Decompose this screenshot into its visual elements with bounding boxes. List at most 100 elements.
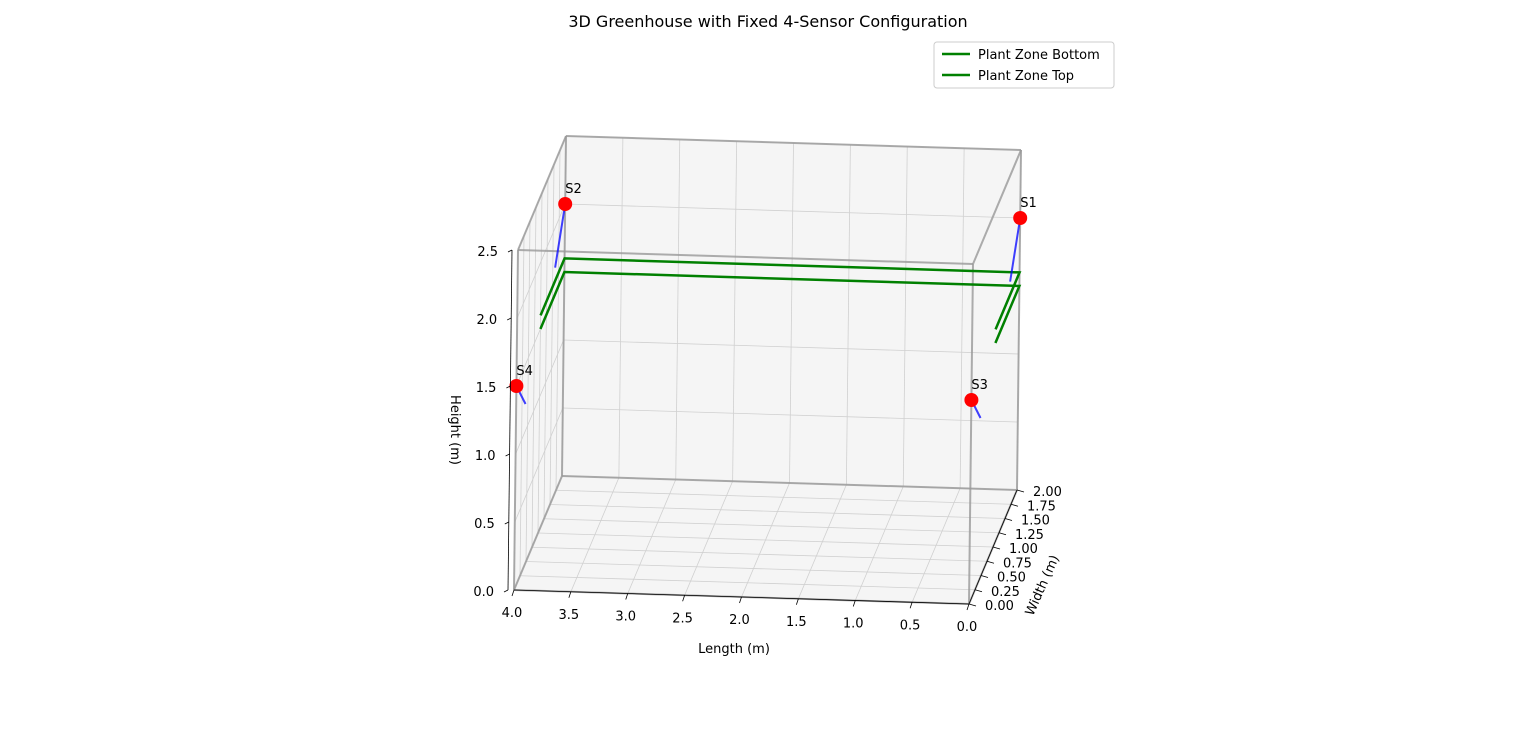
z-tick-label: 0.0 <box>473 585 494 600</box>
x-tick-label: 3.5 <box>559 608 580 623</box>
grid-line-y-floor <box>531 546 988 562</box>
z-axis-tick <box>505 453 510 457</box>
grid-line-y-floor <box>543 518 1000 534</box>
grid-line-y-floor <box>555 489 1012 505</box>
x-axis-tick <box>625 593 629 600</box>
frame-edge-vertical <box>968 263 974 605</box>
axis-ticks: 0.00.51.01.52.02.53.03.54.0 0.000.250.500… <box>473 245 1062 635</box>
grid-line-x-back <box>789 142 794 484</box>
x-axis-tick <box>739 596 742 604</box>
sensor-direction-S1 <box>1009 217 1022 282</box>
grid-line-y-side <box>519 235 525 576</box>
y-axis-tick <box>986 560 995 564</box>
y-tick-label: 0.50 <box>997 571 1026 586</box>
x-axis-tick <box>682 595 686 602</box>
grid-line-z-side <box>515 339 564 455</box>
legend-label-top: Plant Zone Top <box>978 69 1074 84</box>
y-tick-label: 0.75 <box>1003 556 1032 571</box>
frame-edge-vertical <box>513 249 519 591</box>
legend-label-bottom: Plant Zone Bottom <box>978 48 1100 63</box>
z-axis-tick <box>507 249 513 253</box>
x-axis-label: Length (m) <box>698 642 770 657</box>
sensor-marker-S3 <box>964 393 979 407</box>
y-axis-tick <box>992 546 1001 550</box>
z-tick-label: 1.0 <box>475 449 496 464</box>
frame-edge-top <box>517 135 567 251</box>
chart-title: 3D Greenhouse with Fixed 4-Sensor Config… <box>568 12 967 31</box>
y-axis-tick <box>980 575 989 578</box>
z-tick-label: 0.5 <box>474 517 495 532</box>
y-axis-tick <box>998 532 1007 536</box>
z-axis-tick <box>503 589 509 593</box>
grid-line-z-side <box>516 203 566 319</box>
legend-box <box>933 41 1115 89</box>
grid-line-x-back <box>675 139 681 480</box>
y-axis-tick <box>1016 489 1025 493</box>
y-tick-label: 2.00 <box>1033 485 1062 500</box>
plant-zone-top-line <box>539 257 1022 330</box>
y-axis-tick <box>1004 518 1013 521</box>
grid-line-y-side <box>543 178 549 519</box>
z-tick-label: 2.0 <box>477 313 498 328</box>
grid-line-x-back <box>618 137 624 478</box>
z-axis-tick <box>506 385 511 389</box>
sensor-marker-S1 <box>1013 211 1028 225</box>
x-axis-tick <box>852 600 856 607</box>
x-axis-tick <box>909 602 913 609</box>
x-axis-tick <box>795 598 799 605</box>
x-tick-label: 2.0 <box>729 613 750 628</box>
grid-line-z-back <box>565 203 1021 219</box>
sensor-markers: S1 S2 S3 S4 <box>509 182 1037 419</box>
x-axis-tick <box>966 603 970 611</box>
sensor-direction-S2 <box>554 203 567 268</box>
y-tick-label: 1.50 <box>1021 514 1050 529</box>
plant-zone-bottom-line <box>539 270 1022 344</box>
frame-edge-bottom <box>561 475 1018 491</box>
sensor-label-S4: S4 <box>516 364 533 379</box>
frame-edge-top <box>565 135 1022 151</box>
y-tick-label: 0.00 <box>985 599 1014 614</box>
y-tick-label: 1.25 <box>1015 528 1044 543</box>
y-tick-label: 1.75 <box>1027 499 1056 514</box>
y-axis-tick <box>968 603 977 607</box>
legend: Plant Zone Bottom Plant Zone Top <box>933 41 1115 89</box>
x-tick-label: 1.5 <box>786 615 807 630</box>
sensor-label-S2: S2 <box>565 182 582 197</box>
grid-line-z-side <box>514 407 564 523</box>
x-tick-label: 1.0 <box>843 617 864 632</box>
z-axis-line <box>507 249 513 591</box>
frame-edge-top <box>972 149 1022 265</box>
sensor-label-S1: S1 <box>1020 196 1037 211</box>
x-tick-label: 4.0 <box>502 606 523 621</box>
sensor-label-S3: S3 <box>971 378 988 393</box>
y-tick-label: 0.25 <box>991 585 1020 600</box>
grid-line-x-back <box>902 146 908 487</box>
grid-line-z-back <box>562 407 1018 423</box>
grid-line-y-floor <box>525 561 982 576</box>
z-axis-tick <box>507 317 512 321</box>
y-tick-label: 1.00 <box>1009 542 1038 557</box>
z-tick-label: 2.5 <box>477 245 498 260</box>
plant-zone-lines <box>539 257 1022 344</box>
grid-line-y-floor <box>537 532 994 548</box>
z-axis-tick <box>504 521 509 525</box>
z-tick-label: 1.5 <box>476 381 497 396</box>
grid-line-x-back <box>732 141 738 482</box>
sensor-marker-S4 <box>509 379 524 393</box>
grid-line-y-side <box>537 192 543 534</box>
grid-line-y-side <box>549 164 555 505</box>
axis-panes <box>514 136 1021 604</box>
x-tick-label: 0.5 <box>900 618 921 633</box>
x-tick-label: 0.0 <box>957 620 978 635</box>
grid-line-y-side <box>525 221 531 562</box>
frame-edge-top <box>517 249 974 265</box>
grid-line-y-floor <box>519 575 976 591</box>
grid-line-x-back <box>959 148 965 489</box>
z-axis-label: Height (m) <box>447 395 462 465</box>
frame-edge-bottom <box>513 475 563 591</box>
x-tick-label: 3.0 <box>615 610 636 625</box>
y-axis-tick <box>974 589 983 593</box>
x-axis-tick <box>511 589 515 597</box>
grid-line-x-back <box>845 144 851 485</box>
